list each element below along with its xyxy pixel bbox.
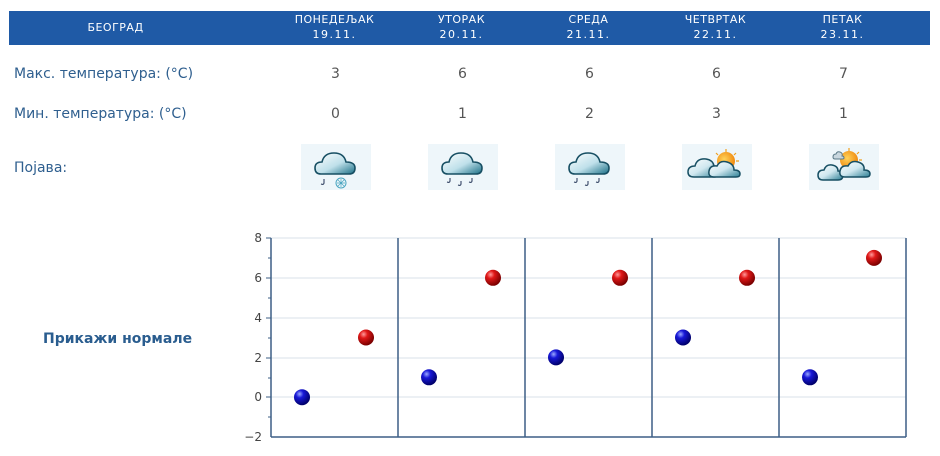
day-date: 23.11. [820,28,865,41]
max-temp-marker [358,329,374,346]
day-header-2: УТОРАК 20.11. [398,12,525,42]
day-header-5: ПЕТАК 23.11. [779,12,906,42]
partly-cloudy-icon [682,144,752,190]
day-date: 20.11. [439,28,484,41]
max-temp-marker [485,269,501,286]
phenomenon-label: Појава: [14,160,68,176]
min-temp-marker [675,329,691,346]
day-name: ПОНЕДЕЉАК [294,13,375,26]
max-temp-value: 6 [585,66,594,82]
rain-icon [555,144,625,190]
day-name: ПЕТАК [822,13,863,26]
min-temp-marker [294,389,310,406]
y-tick-label: 4 [254,311,262,325]
max-temp-value: 6 [458,66,467,82]
max-temp-marker [866,249,882,266]
y-tick-label: 6 [254,271,262,285]
day-date: 19.11. [312,28,357,41]
min-temp-marker [548,349,564,366]
max-temp-value: 7 [839,66,848,82]
rain-snow-icon [301,144,371,190]
y-tick-label: 0 [254,390,262,404]
max-temp-marker [612,269,628,286]
day-header-1: ПОНЕДЕЉАК 19.11. [271,12,398,42]
min-temp-value: 0 [331,106,340,122]
min-temp-value: 3 [712,106,721,122]
max-temp-label: Макс. температура: (°C) [14,66,194,82]
day-name: СРЕДА [568,13,609,26]
min-temp-value: 1 [458,106,467,122]
min-temp-value: 2 [585,106,594,122]
min-temp-marker [421,369,437,386]
day-date: 21.11. [566,28,611,41]
day-header-3: СРЕДА 21.11. [525,12,652,42]
forecast-header: БЕОГРАД ПОНЕДЕЉАК 19.11. УТОРАК 20.11. С… [9,11,930,45]
mostly-sunny-icon [809,144,879,190]
day-name: ЧЕТВРТАК [684,13,747,26]
show-normals-link[interactable]: Прикажи нормале [43,331,193,347]
max-temp-marker [739,269,755,286]
day-date: 22.11. [693,28,738,41]
city-name: БЕОГРАД [87,21,144,34]
max-temp-value: 6 [712,66,721,82]
max-temp-value: 3 [331,66,340,82]
min-temp-label: Мин. температура: (°C) [14,106,187,122]
y-tick-label: −2 [244,430,262,444]
day-header-4: ЧЕТВРТАК 22.11. [652,12,779,42]
rain-icon [428,144,498,190]
y-tick-label: 2 [254,351,262,365]
min-temp-marker [802,369,818,386]
day-name: УТОРАК [437,13,486,26]
y-tick-label: 8 [254,231,262,245]
min-temp-value: 1 [839,106,848,122]
